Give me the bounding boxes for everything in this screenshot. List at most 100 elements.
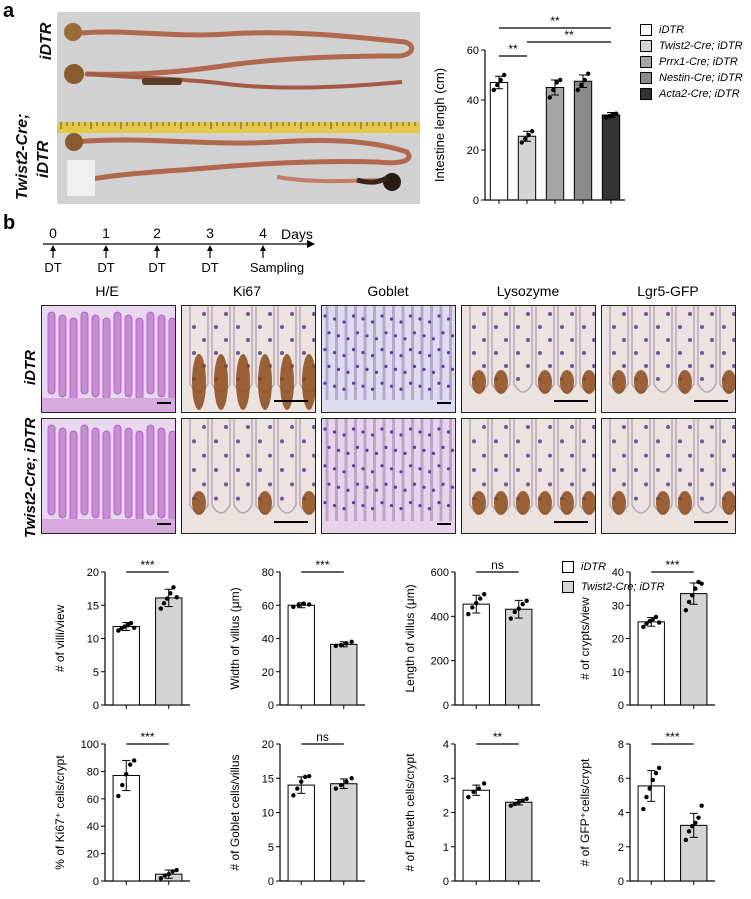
y-tick-label: 0 [618, 876, 624, 888]
goblet-nucleus [323, 427, 327, 431]
y-axis-label: Width of villus (μm) [228, 587, 242, 689]
timeline-arrow-tip [50, 245, 56, 251]
goblet-nucleus [336, 448, 341, 452]
brown-stain-region [214, 354, 228, 410]
goblet-nucleus [332, 504, 337, 508]
goblet-nucleus [346, 488, 350, 492]
brown-stain-region [538, 370, 552, 394]
scale-bar [554, 521, 588, 523]
cell-nucleus [202, 453, 206, 458]
cell-nucleus [280, 351, 284, 355]
cell-nucleus [622, 425, 626, 429]
y-tick-label: 2 [443, 808, 449, 820]
goblet-nucleus [361, 467, 365, 471]
legend-b-item: Twist2-Cre; iDTR [562, 577, 665, 597]
goblet-nucleus [450, 334, 455, 338]
data-point [124, 771, 129, 777]
data-point [301, 601, 307, 606]
goblet-nucleus [418, 317, 422, 321]
data-point [575, 87, 580, 93]
cell-nucleus [472, 468, 476, 472]
cell-nucleus [202, 425, 206, 429]
y-tick-label: 20 [612, 634, 624, 646]
crypt-outline [697, 419, 717, 514]
cell-nucleus [258, 351, 262, 355]
cell-nucleus [246, 338, 250, 342]
goblet-nucleus [389, 384, 394, 388]
goblet-nucleus [380, 501, 384, 505]
goblet-nucleus [351, 501, 356, 505]
y-tick-label: 5 [268, 842, 274, 854]
cell-nucleus [688, 338, 692, 342]
cell-nucleus [268, 453, 272, 458]
legend-label: Twist2-Cre; iDTR [581, 581, 665, 593]
cell-nucleus [526, 453, 530, 458]
brown-stain-region [612, 491, 626, 515]
micrograph-lgr5-gfp-row1 [601, 305, 736, 413]
timeline-arrow-tip [154, 245, 160, 251]
timeline-day-label: 4 [259, 225, 267, 241]
data-point [647, 619, 652, 624]
cell-nucleus [700, 468, 704, 472]
cell-nucleus [482, 425, 486, 429]
goblet-cells-chart: 0 5 10 15 20 # of Goblet cells/villus ns [228, 730, 365, 888]
data-point [686, 829, 692, 834]
micrograph-background [182, 419, 315, 533]
cell-nucleus [214, 351, 218, 355]
y-tick-label: 60 [87, 794, 99, 806]
goblet-nucleus [332, 351, 337, 355]
data-point [166, 871, 171, 877]
data-point [158, 606, 164, 611]
brown-stain-region [236, 354, 250, 410]
villi-per-view-chart: 0 5 10 15 20 # of villi/view *** [53, 560, 190, 712]
cell-nucleus [666, 453, 670, 458]
brown-stain-region [560, 370, 574, 394]
goblet-nucleus [437, 464, 441, 468]
crypt-outline [211, 419, 231, 514]
goblet-nucleus [427, 354, 432, 358]
data-point [512, 609, 517, 615]
goblet-nucleus [365, 485, 369, 489]
cell-nucleus [592, 482, 595, 487]
legend-a-item: Acta2-Cre; iDTR [640, 86, 743, 102]
villus-shape [113, 311, 122, 395]
goblet-nucleus [361, 317, 365, 321]
data-point [516, 800, 521, 805]
goblet-nucleus [351, 427, 356, 431]
data-point [650, 777, 656, 783]
villus-shape [146, 424, 155, 516]
goblet-nucleus [412, 364, 417, 368]
data-point [524, 598, 529, 604]
data-point [474, 600, 479, 606]
cell-nucleus [592, 425, 595, 429]
y-tick-label: 80 [87, 766, 99, 778]
cell-nucleus [666, 338, 670, 342]
bar [155, 597, 183, 706]
data-point [158, 876, 164, 881]
cell-nucleus [302, 325, 306, 329]
cell-nucleus [280, 496, 284, 501]
goblet-nucleus [323, 381, 327, 385]
micrograph-drawing [322, 306, 455, 412]
micrograph-goblet-row1 [321, 305, 456, 413]
goblet-nucleus [431, 337, 436, 341]
micrograph-drawing [602, 419, 735, 533]
row-label-twist2: Twist2-Cre; iDTR [22, 417, 39, 538]
bar [489, 82, 509, 201]
goblet-nucleus [408, 314, 413, 318]
significance-label: *** [315, 560, 329, 572]
goblet-nucleus [441, 331, 445, 335]
legend-swatch [640, 72, 652, 84]
goblet-nucleus [427, 320, 432, 324]
scale-bar [694, 521, 728, 523]
villus-shape [69, 317, 78, 401]
bar [517, 135, 537, 201]
cell-nucleus [290, 482, 294, 487]
cell-nucleus [612, 351, 616, 355]
villus-shape [91, 427, 100, 519]
cell-nucleus [302, 468, 306, 472]
bar [112, 626, 140, 706]
cell-nucleus [548, 425, 552, 429]
villus-shape [124, 427, 133, 519]
villus-length-chart: 0 200 400 600 Length of villus (μm) ns [403, 560, 540, 712]
